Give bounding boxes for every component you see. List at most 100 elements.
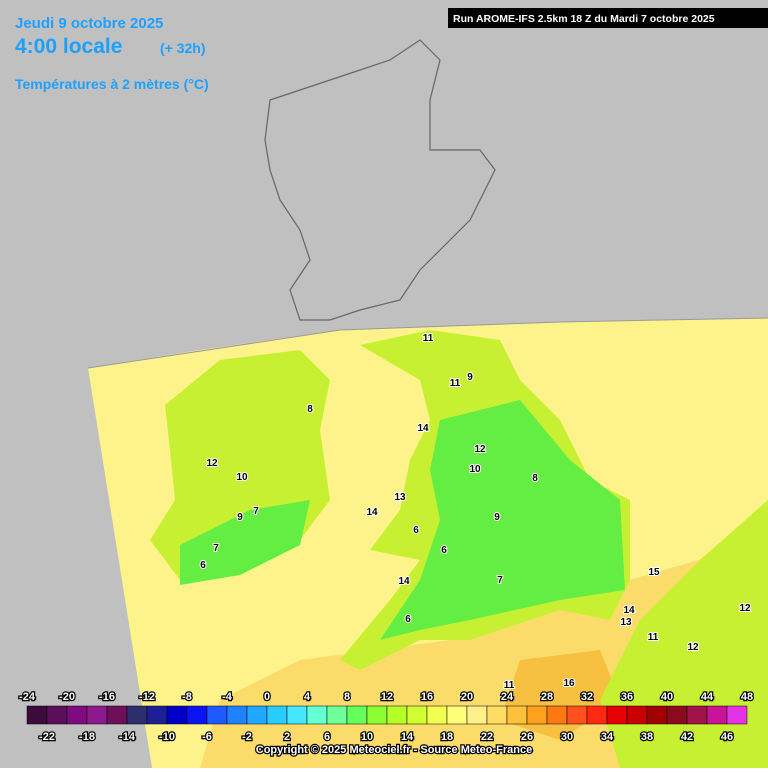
legend-swatch — [106, 705, 128, 725]
legend-top-label: 20 — [461, 691, 473, 703]
legend-bottom-label: 38 — [641, 731, 653, 743]
contour-label: 11 — [504, 680, 515, 691]
legend-bottom-label: 10 — [361, 731, 373, 743]
contour-label: 15 — [648, 567, 660, 578]
legend-top-label: 32 — [581, 691, 593, 703]
contour-label: 8 — [532, 473, 538, 484]
legend-swatch — [326, 705, 348, 725]
legend-bottom-label: -2 — [242, 731, 252, 743]
contour-label: 10 — [236, 472, 248, 483]
legend-swatch — [366, 705, 388, 725]
ireland-warm — [180, 500, 310, 585]
legend-top-label: 40 — [661, 691, 673, 703]
copyright: Copyright © 2025 Meteociel.fr - Source M… — [256, 744, 532, 756]
legend-top-label: 0 — [264, 691, 270, 703]
contour-label: 16 — [563, 678, 575, 689]
legend-top-label: -20 — [59, 691, 75, 703]
legend-swatch — [406, 705, 428, 725]
legend-bottom-label: -22 — [39, 731, 55, 743]
legend-swatch — [586, 705, 608, 725]
contour-label: 6 — [200, 560, 206, 571]
legend-swatch — [726, 705, 748, 725]
france — [600, 500, 768, 768]
legend-bottom-label: 18 — [441, 731, 453, 743]
legend-swatch — [66, 705, 88, 725]
legend-swatch — [486, 705, 508, 725]
contour-label: 12 — [687, 642, 699, 653]
legend-swatch — [186, 705, 208, 725]
legend-swatch — [46, 705, 68, 725]
domain-edge — [87, 317, 768, 369]
contour-label: 9 — [494, 512, 500, 523]
contour-label: 10 — [469, 464, 481, 475]
contour-label: 14 — [623, 605, 635, 616]
legend-bottom-label: 30 — [561, 731, 573, 743]
contour-label: 12 — [739, 603, 751, 614]
contour-label: 9 — [237, 512, 243, 523]
time: 4:00 locale — [15, 35, 122, 58]
contour-label: 12 — [206, 458, 218, 469]
contour-label: 14 — [398, 576, 410, 587]
contour-label: 7 — [213, 543, 219, 554]
legend-swatch — [606, 705, 628, 725]
legend-swatch — [706, 705, 728, 725]
legend-swatch — [286, 705, 308, 725]
legend-top-label: 4 — [304, 691, 311, 703]
legend-swatch — [346, 705, 368, 725]
legend-swatch — [266, 705, 288, 725]
date: Jeudi 9 octobre 2025 — [15, 15, 163, 32]
contour-labels: 1191412108769101112978671413146615141311… — [199, 332, 752, 692]
legend-swatch — [626, 705, 648, 725]
contour-label: 6 — [441, 545, 447, 556]
legend-swatch — [686, 705, 708, 725]
legend-swatch — [86, 705, 108, 725]
legend-bottom-label: 42 — [681, 731, 693, 743]
legend-swatch — [26, 705, 48, 725]
legend-swatch — [566, 705, 588, 725]
legend-swatch — [526, 705, 548, 725]
legend-top-label: 48 — [741, 691, 753, 703]
lead-time: (+ 32h) — [160, 40, 206, 56]
legend-swatch — [166, 705, 188, 725]
legend-swatch — [146, 705, 168, 725]
contour-label: 13 — [620, 617, 632, 628]
contour-label: 7 — [253, 506, 259, 517]
contour-label: 11 — [423, 333, 434, 344]
legend-top-label: -16 — [99, 691, 115, 703]
legend-top-label: 28 — [541, 691, 553, 703]
legend-swatch — [666, 705, 688, 725]
contour-label: 8 — [307, 404, 313, 415]
contour-label: 7 — [497, 575, 503, 586]
legend-top-label: -24 — [19, 691, 36, 703]
legend-top-label: 24 — [501, 691, 514, 703]
contour-label: 6 — [405, 614, 411, 625]
legend-swatch — [386, 705, 408, 725]
legend-top-label: -4 — [222, 691, 233, 703]
legend-bottom-label: -6 — [202, 731, 212, 743]
legend-top-label: -12 — [139, 691, 155, 703]
legend-bottom-label: 34 — [601, 731, 614, 743]
legend: -24 -20 -16 -12 -8 -4 0 4 8 12 16 20 24 28 32 36 40 44 48-… — [18, 690, 755, 745]
legend-bottom-label: 22 — [481, 731, 493, 743]
legend-bottom-label: 6 — [324, 731, 330, 743]
legend-bottom-label: 2 — [284, 731, 290, 743]
run-box — [448, 8, 768, 28]
legend-bottom-label: -10 — [159, 731, 175, 743]
legend-swatch — [446, 705, 468, 725]
contour-label: 11 — [450, 378, 461, 389]
legend-top-label: 12 — [381, 691, 393, 703]
contour-label: 6 — [413, 525, 419, 536]
run-label: Run AROME-IFS 2.5km 18 Z du Mardi 7 octo… — [453, 13, 715, 25]
legend-bottom-label: -18 — [79, 731, 95, 743]
contour-label: 13 — [394, 492, 406, 503]
legend-swatch — [646, 705, 668, 725]
legend-bottom-label: 26 — [521, 731, 533, 743]
legend-top-label: 16 — [421, 691, 433, 703]
contour-label: 12 — [474, 444, 486, 455]
legend-swatch — [426, 705, 448, 725]
legend-swatch — [306, 705, 328, 725]
legend-top-label: 44 — [701, 691, 714, 703]
contour-label: 14 — [417, 423, 429, 434]
contour-label: 14 — [366, 507, 378, 518]
